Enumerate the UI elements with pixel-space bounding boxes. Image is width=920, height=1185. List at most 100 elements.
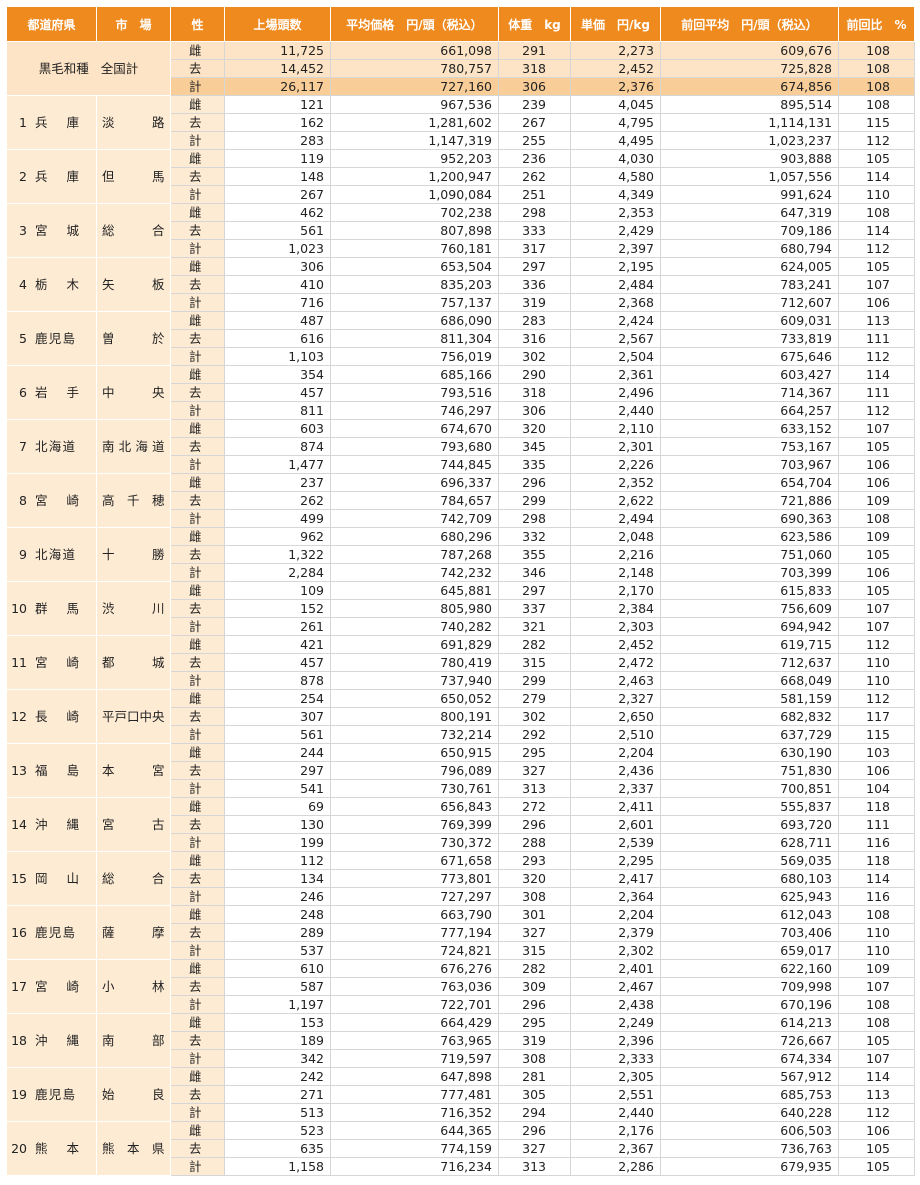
market-row: 計 246 727,297 308 2,364 625,943 116 — [7, 887, 915, 906]
data-cell: 112 — [224, 851, 331, 870]
data-cell: 335 — [498, 455, 571, 474]
prefecture-cell: 18 沖縄 — [6, 1013, 97, 1068]
sex-cell: 去 — [170, 113, 225, 132]
data-cell: 462 — [224, 203, 331, 222]
data-cell: 291 — [498, 41, 571, 60]
data-cell: 656,843 — [330, 797, 499, 816]
data-cell: 2,333 — [570, 1049, 661, 1068]
market-row: 去 410 835,203 336 2,484 783,241 107 — [7, 275, 915, 294]
data-cell: 630,190 — [660, 743, 839, 762]
data-cell: 606,503 — [660, 1121, 839, 1140]
data-cell: 342 — [224, 1049, 331, 1068]
data-cell: 346 — [498, 563, 571, 582]
data-cell: 333 — [498, 221, 571, 240]
data-cell: 2,494 — [570, 509, 661, 528]
sex-cell: 雌 — [170, 743, 225, 762]
sex-cell: 計 — [170, 131, 225, 150]
data-cell: 110 — [838, 653, 915, 672]
data-cell: 103 — [838, 743, 915, 762]
data-cell: 967,536 — [330, 95, 499, 114]
data-cell: 321 — [498, 617, 571, 636]
data-cell: 354 — [224, 365, 331, 384]
data-cell: 296 — [498, 815, 571, 834]
prefecture-cell: 7 北海道 — [6, 419, 97, 474]
sex-cell: 雌 — [170, 149, 225, 168]
data-cell: 1,200,947 — [330, 167, 499, 186]
data-cell: 108 — [838, 509, 915, 528]
data-cell: 2,195 — [570, 257, 661, 276]
data-cell: 315 — [498, 941, 571, 960]
data-cell: 302 — [498, 707, 571, 726]
data-cell: 107 — [838, 419, 915, 438]
prefecture-cell: 20 熊本 — [6, 1121, 97, 1176]
sex-cell: 去 — [170, 221, 225, 240]
market-row: 17 宮崎 小林雌 610 676,276 282 2,401 622,160 109 — [6, 959, 915, 1014]
prefecture-cell: 1 兵庫 — [6, 95, 97, 150]
market-row: 去 297 796,089 327 2,436 751,830 106 — [7, 761, 915, 780]
data-cell: 2,170 — [570, 581, 661, 600]
data-cell: 680,794 — [660, 239, 839, 258]
data-cell: 716 — [224, 293, 331, 312]
prefecture-cell: 13 福島 — [6, 743, 97, 798]
sex-cell: 雌 — [170, 257, 225, 276]
market-row: 去 587 763,036 309 2,467 709,998 107 — [7, 977, 915, 996]
sex-cell: 去 — [170, 167, 225, 186]
data-cell: 703,406 — [660, 923, 839, 942]
data-cell: 647,898 — [330, 1067, 499, 1086]
data-cell: 421 — [224, 635, 331, 654]
data-cell: 242 — [224, 1067, 331, 1086]
market-cell: 曽於 — [96, 311, 171, 366]
column-header: 体重 kg — [498, 6, 571, 42]
market-row: 16 鹿児島 薩摩雌 248 663,790 301 2,204 612,043 108 — [6, 905, 915, 960]
data-cell: 2,204 — [570, 905, 661, 924]
data-cell: 327 — [498, 923, 571, 942]
data-cell: 703,399 — [660, 563, 839, 582]
data-cell: 742,709 — [330, 509, 499, 528]
data-cell: 2,622 — [570, 491, 661, 510]
sex-cell: 計 — [170, 1157, 225, 1176]
market: 但馬 — [102, 168, 165, 184]
data-cell: 719,597 — [330, 1049, 499, 1068]
data-cell: 2,484 — [570, 275, 661, 294]
data-cell: 4,349 — [570, 185, 661, 204]
data-cell: 1,197 — [224, 995, 331, 1014]
data-cell: 106 — [838, 563, 915, 582]
data-cell: 625,943 — [660, 887, 839, 906]
data-cell: 109 — [224, 581, 331, 600]
market-row: 計 342 719,597 308 2,333 674,334 107 — [7, 1049, 915, 1068]
data-cell: 523 — [224, 1121, 331, 1140]
market-row: 8 宮崎 高千穂雌 237 696,337 296 2,352 654,704 106 — [6, 473, 915, 528]
sex-cell: 去 — [170, 599, 225, 618]
data-cell: 2,379 — [570, 923, 661, 942]
data-cell: 297 — [498, 257, 571, 276]
data-cell: 308 — [498, 887, 571, 906]
market-cell: 総合 — [96, 203, 171, 258]
data-cell: 319 — [498, 1031, 571, 1050]
data-cell: 134 — [224, 869, 331, 888]
data-cell: 650,052 — [330, 689, 499, 708]
rank: 14 — [11, 816, 27, 832]
data-cell: 297 — [498, 581, 571, 600]
data-cell: 108 — [838, 59, 915, 78]
prefecture-cell: 12 長崎 — [6, 689, 97, 744]
data-cell: 2,204 — [570, 743, 661, 762]
market-cell: 始良 — [96, 1067, 171, 1122]
data-cell: 763,036 — [330, 977, 499, 996]
data-cell: 2,249 — [570, 1013, 661, 1032]
sex-cell: 計 — [170, 995, 225, 1014]
data-cell: 680,103 — [660, 869, 839, 888]
market-row: 6 岩手 中央雌 354 685,166 290 2,361 603,427 114 — [6, 365, 915, 420]
prefecture: 沖縄 — [35, 1032, 79, 1048]
data-cell: 111 — [838, 329, 915, 348]
data-cell: 903,888 — [660, 149, 839, 168]
data-cell: 690,363 — [660, 509, 839, 528]
data-cell: 457 — [224, 383, 331, 402]
total-label: 黒毛和種 全国計 — [6, 41, 171, 96]
data-cell: 712,637 — [660, 653, 839, 672]
prefecture-cell: 2 兵庫 — [6, 149, 97, 204]
data-cell: 69 — [224, 797, 331, 816]
data-cell: 2,436 — [570, 761, 661, 780]
prefecture-cell: 11 宮崎 — [6, 635, 97, 690]
market-row: 去 134 773,801 320 2,417 680,103 114 — [7, 869, 915, 888]
